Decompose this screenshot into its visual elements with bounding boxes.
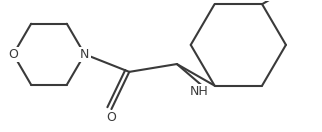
Text: O: O [8, 48, 18, 61]
Text: N: N [80, 48, 89, 61]
Text: O: O [107, 111, 116, 124]
Text: NH: NH [189, 85, 208, 98]
